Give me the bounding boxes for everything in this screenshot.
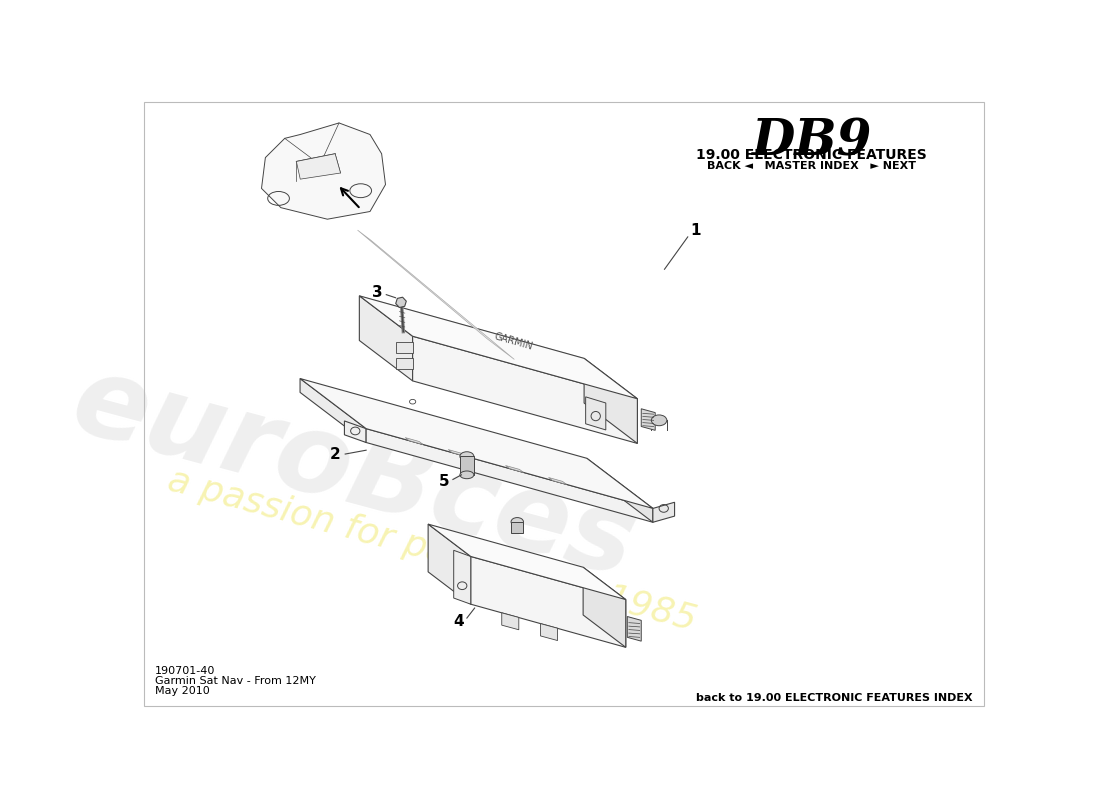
Ellipse shape <box>460 452 474 461</box>
Polygon shape <box>453 550 471 604</box>
Polygon shape <box>300 378 653 509</box>
Text: 190701-40: 190701-40 <box>154 666 215 676</box>
Polygon shape <box>360 296 412 381</box>
Polygon shape <box>502 613 519 630</box>
Polygon shape <box>583 567 626 647</box>
Polygon shape <box>627 617 641 641</box>
Polygon shape <box>396 342 412 353</box>
Text: May 2010: May 2010 <box>154 686 209 696</box>
Polygon shape <box>366 429 653 522</box>
Polygon shape <box>405 438 424 445</box>
Polygon shape <box>448 450 466 457</box>
Polygon shape <box>641 409 656 430</box>
Text: GARMIN: GARMIN <box>494 331 535 351</box>
Text: a passion for parts since 1985: a passion for parts since 1985 <box>164 463 700 638</box>
Polygon shape <box>396 358 412 369</box>
Text: 5: 5 <box>438 474 449 489</box>
Polygon shape <box>584 358 637 443</box>
Polygon shape <box>262 123 385 219</box>
Polygon shape <box>296 154 341 179</box>
Polygon shape <box>585 397 606 430</box>
Polygon shape <box>428 524 626 599</box>
Text: 19.00 ELECTRONIC FEATURES: 19.00 ELECTRONIC FEATURES <box>696 148 927 162</box>
Polygon shape <box>506 466 524 473</box>
Polygon shape <box>512 522 524 534</box>
Ellipse shape <box>651 415 667 426</box>
Text: 3: 3 <box>373 285 383 300</box>
Polygon shape <box>540 624 558 641</box>
Polygon shape <box>653 502 674 522</box>
Text: 2: 2 <box>330 446 341 462</box>
Text: 1: 1 <box>691 223 701 238</box>
Polygon shape <box>358 230 515 359</box>
Text: back to 19.00 ELECTRONIC FEATURES INDEX: back to 19.00 ELECTRONIC FEATURES INDEX <box>696 693 974 702</box>
Polygon shape <box>300 378 366 442</box>
Polygon shape <box>549 478 566 484</box>
Polygon shape <box>471 557 626 647</box>
Polygon shape <box>460 456 474 475</box>
Polygon shape <box>428 524 471 604</box>
Polygon shape <box>344 421 366 442</box>
Text: BACK ◄   MASTER INDEX   ► NEXT: BACK ◄ MASTER INDEX ► NEXT <box>707 161 916 170</box>
Polygon shape <box>360 296 584 403</box>
Polygon shape <box>412 336 637 443</box>
Text: Garmin Sat Nav - From 12MY: Garmin Sat Nav - From 12MY <box>154 676 316 686</box>
Text: 4: 4 <box>454 614 464 629</box>
Ellipse shape <box>460 471 474 478</box>
Polygon shape <box>586 458 653 522</box>
Polygon shape <box>360 296 637 398</box>
Text: DB9: DB9 <box>751 118 872 166</box>
Text: euroBces: euroBces <box>62 347 648 600</box>
Ellipse shape <box>512 518 524 526</box>
